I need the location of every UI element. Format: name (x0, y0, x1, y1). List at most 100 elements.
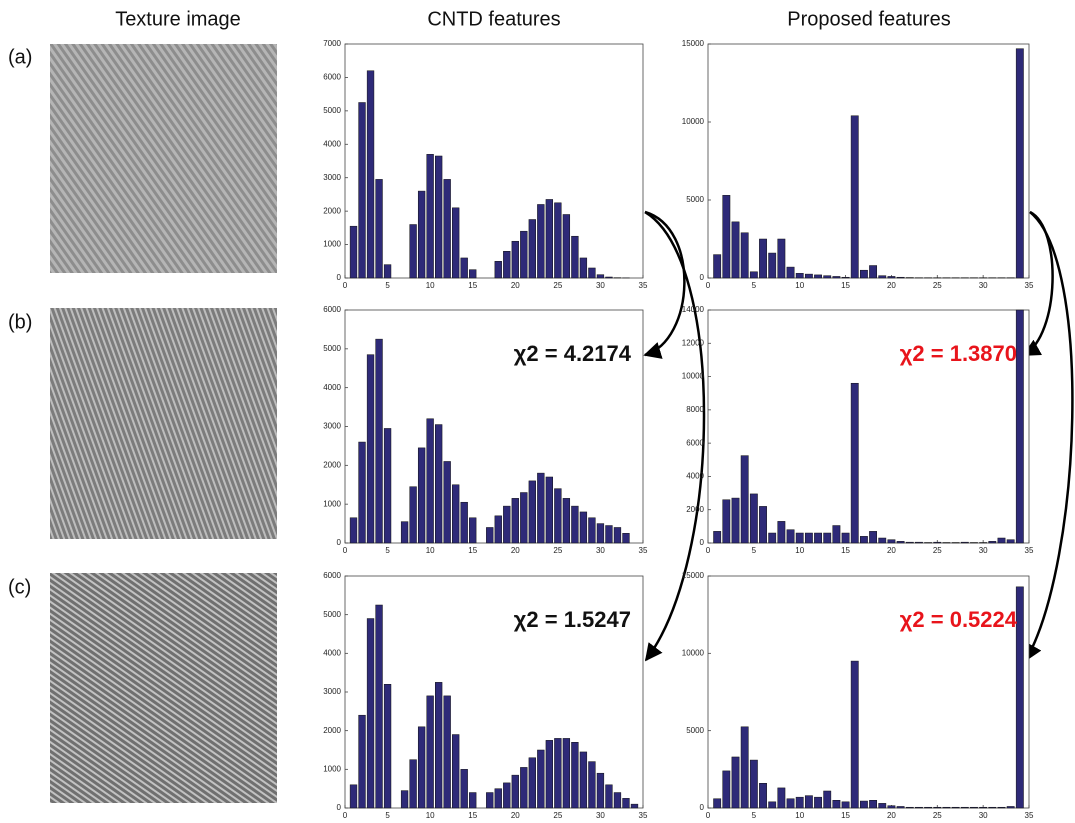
x-tick-label: 0 (343, 546, 348, 555)
bar (804, 795, 813, 809)
bar (777, 787, 786, 809)
bar (915, 806, 923, 809)
bar (435, 155, 443, 279)
bar (358, 441, 366, 544)
bar (859, 269, 868, 279)
bar (832, 276, 841, 279)
bar (814, 274, 822, 279)
bar (562, 214, 571, 279)
bar (579, 511, 588, 544)
x-tick-label: 5 (385, 811, 390, 820)
chi-square-annotation: χ2 = 1.5247 (514, 607, 631, 632)
bar (622, 798, 630, 809)
y-tick-label: 1000 (323, 764, 341, 773)
bar (970, 806, 978, 809)
bar (1015, 309, 1024, 544)
y-tick-label: 5000 (323, 610, 341, 619)
x-tick-label: 5 (752, 811, 757, 820)
bar (469, 517, 477, 544)
y-tick-label: 0 (700, 538, 705, 547)
bar (486, 792, 494, 809)
texture-image (50, 44, 277, 273)
bar (850, 382, 859, 544)
bar (988, 806, 997, 809)
x-tick-label: 15 (468, 546, 477, 555)
bar (426, 154, 434, 279)
bar (722, 770, 731, 809)
x-tick-label: 30 (596, 546, 605, 555)
bar (605, 276, 613, 279)
x-tick-label: 20 (511, 811, 520, 820)
bar (494, 261, 502, 279)
plot-frame (707, 575, 1030, 809)
x-tick-label: 10 (795, 811, 804, 820)
x-tick-label: 5 (752, 281, 757, 290)
bar (768, 532, 777, 544)
bar (795, 273, 804, 279)
bar (997, 806, 1006, 809)
bar (605, 525, 613, 544)
bar (417, 447, 426, 544)
bar (435, 682, 443, 809)
bar (571, 235, 579, 279)
x-tick-label: 35 (639, 546, 648, 555)
bar (503, 505, 511, 544)
chi-square-annotation: χ2 = 4.2174 (514, 341, 632, 366)
bar (814, 532, 822, 544)
bar (722, 195, 731, 279)
bar (426, 418, 434, 544)
bar (443, 179, 451, 279)
bar (804, 273, 813, 279)
x-tick-label: 0 (343, 811, 348, 820)
y-tick-label: 3000 (323, 687, 341, 696)
bar (896, 276, 905, 279)
bar (768, 252, 777, 279)
x-tick-label: 10 (795, 546, 804, 555)
bar (786, 266, 795, 279)
y-tick-label: 5000 (686, 195, 704, 204)
y-tick-label: 2000 (686, 505, 704, 514)
y-tick-label: 14000 (682, 305, 705, 314)
bar (426, 695, 434, 809)
y-tick-label: 10000 (682, 117, 705, 126)
bar (375, 604, 383, 809)
y-tick-label: 12000 (682, 338, 705, 347)
bar (869, 800, 878, 809)
y-tick-label: 2000 (323, 460, 341, 469)
x-tick-label: 10 (795, 281, 804, 290)
bar (933, 806, 942, 809)
bar (596, 772, 605, 809)
x-tick-label: 35 (1025, 546, 1034, 555)
bar (1015, 48, 1024, 279)
bar (786, 798, 795, 809)
x-tick-label: 15 (468, 811, 477, 820)
bar (814, 796, 822, 809)
x-tick-label: 0 (706, 546, 711, 555)
arrow (1024, 211, 1074, 662)
y-tick-label: 8000 (686, 405, 704, 414)
bar (740, 232, 749, 279)
bar (520, 230, 528, 279)
bar (832, 800, 841, 809)
bar (759, 783, 767, 809)
bar (545, 199, 553, 279)
bar (841, 276, 850, 279)
bar (417, 726, 426, 809)
bar (443, 461, 451, 544)
plot-frame (707, 43, 1030, 279)
x-tick-label: 30 (979, 546, 988, 555)
y-tick-label: 2000 (323, 726, 341, 735)
y-tick-label: 5000 (323, 106, 341, 115)
y-tick-label: 0 (337, 273, 342, 282)
x-tick-label: 30 (596, 281, 605, 290)
bar (869, 531, 878, 544)
x-tick-label: 25 (553, 281, 562, 290)
bar (905, 806, 914, 809)
bar (777, 521, 786, 544)
bar (375, 338, 383, 544)
bar (349, 784, 358, 809)
y-tick-label: 2000 (323, 206, 341, 215)
bar (613, 527, 622, 544)
bar (358, 102, 366, 279)
